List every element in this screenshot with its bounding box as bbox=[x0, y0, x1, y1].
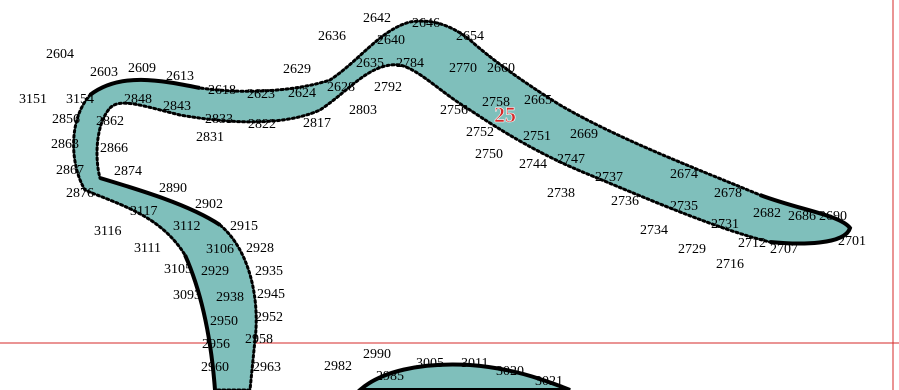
point-label: 2686 bbox=[788, 209, 816, 224]
point-label: 2690 bbox=[819, 209, 847, 224]
point-label: 3111 bbox=[134, 241, 161, 256]
point-label: 2950 bbox=[210, 314, 238, 329]
region-number-label: 25 bbox=[494, 102, 516, 127]
point-label: 2890 bbox=[159, 181, 187, 196]
point-label: 2737 bbox=[595, 170, 623, 185]
point-label: 2902 bbox=[195, 197, 223, 212]
point-label-group: 2604 2603 2609 2613 2618 2623 2624 2628 2629 2635… bbox=[19, 11, 866, 389]
point-label: 3105 bbox=[164, 262, 192, 277]
point-label: 2915 bbox=[230, 219, 258, 234]
point-label: 3020 bbox=[496, 364, 524, 379]
point-label: 2958 bbox=[245, 332, 273, 347]
outline-segment-right bbox=[759, 193, 853, 246]
point-label: 2792 bbox=[374, 80, 402, 95]
point-label: 2751 bbox=[523, 129, 551, 144]
point-label: 2609 bbox=[128, 61, 156, 76]
point-label: 2669 bbox=[570, 127, 598, 142]
point-label: 2628 bbox=[327, 80, 355, 95]
point-label: 3154 bbox=[66, 92, 94, 107]
point-label: 2734 bbox=[640, 223, 668, 238]
point-label: 2604 bbox=[46, 47, 74, 62]
point-label: 2874 bbox=[114, 164, 142, 179]
point-label: 2833 bbox=[205, 112, 233, 127]
point-label: 2731 bbox=[711, 217, 739, 232]
point-label: 2945 bbox=[257, 287, 285, 302]
point-label: 3093 bbox=[173, 288, 201, 303]
point-label: 2990 bbox=[363, 347, 391, 362]
point-label: 2712 bbox=[738, 236, 766, 251]
point-label: 2952 bbox=[255, 310, 283, 325]
point-label: 2758 bbox=[482, 95, 510, 110]
point-label: 2784 bbox=[396, 56, 424, 71]
outline-segment-left bbox=[99, 176, 222, 227]
point-label: 2624 bbox=[288, 86, 316, 101]
point-label: 3116 bbox=[94, 224, 121, 239]
point-label: 2678 bbox=[714, 186, 742, 201]
point-label: 2629 bbox=[283, 62, 311, 77]
point-label: 3117 bbox=[130, 204, 157, 219]
point-label: 2654 bbox=[456, 29, 484, 44]
outline-segment-lower bbox=[183, 254, 217, 390]
point-label: 2956 bbox=[202, 337, 230, 352]
point-label: 3021 bbox=[535, 374, 563, 389]
point-label: 2935 bbox=[255, 264, 283, 279]
point-label: 2735 bbox=[670, 199, 698, 214]
point-label: 3112 bbox=[173, 219, 200, 234]
point-label: 2985 bbox=[376, 369, 404, 384]
point-label: 2640 bbox=[377, 33, 405, 48]
point-label: 2660 bbox=[487, 61, 515, 76]
point-label: 2848 bbox=[124, 92, 152, 107]
point-label: 2938 bbox=[216, 290, 244, 305]
point-label: 2613 bbox=[166, 69, 194, 84]
point-label: 2863 bbox=[51, 137, 79, 152]
point-label: 2716 bbox=[716, 257, 744, 272]
point-label: 2646 bbox=[412, 16, 440, 31]
point-label: 2770 bbox=[449, 61, 477, 76]
point-label: 2928 bbox=[246, 241, 274, 256]
point-label: 2674 bbox=[670, 167, 698, 182]
point-label: 3005 bbox=[416, 356, 444, 371]
point-label: 2963 bbox=[253, 360, 281, 375]
point-label: 2642 bbox=[363, 11, 391, 26]
point-label: 2636 bbox=[318, 29, 346, 44]
outline-segment-upper bbox=[88, 77, 201, 97]
point-label: 2843 bbox=[163, 99, 191, 114]
point-label: 2929 bbox=[201, 264, 229, 279]
point-label: 2831 bbox=[196, 130, 224, 145]
point-label: 2752 bbox=[466, 125, 494, 140]
point-label: 2682 bbox=[753, 206, 781, 221]
point-label: 2665 bbox=[524, 93, 552, 108]
point-label: 2982 bbox=[324, 359, 352, 374]
point-label: 2750 bbox=[475, 147, 503, 162]
point-label: 2729 bbox=[678, 242, 706, 257]
point-label: 2738 bbox=[547, 186, 575, 201]
point-label: 2862 bbox=[96, 114, 124, 129]
point-label: 2701 bbox=[838, 234, 866, 249]
point-label: 2867 bbox=[56, 163, 84, 178]
point-label: 2756 bbox=[440, 103, 468, 118]
point-label: 2618 bbox=[208, 83, 236, 98]
point-label: 3011 bbox=[461, 356, 488, 371]
point-label: 2707 bbox=[770, 242, 798, 257]
point-label: 2747 bbox=[557, 152, 585, 167]
point-label: 3106 bbox=[206, 242, 234, 257]
point-label: 2817 bbox=[303, 116, 331, 131]
lower-band-fill bbox=[357, 362, 571, 390]
point-label: 2856 bbox=[52, 112, 80, 127]
point-label: 2803 bbox=[349, 103, 377, 118]
point-label: 2960 bbox=[201, 360, 229, 375]
point-label: 2635 bbox=[356, 56, 384, 71]
region-band-fill bbox=[72, 19, 852, 390]
point-label: 2603 bbox=[90, 65, 118, 80]
point-label: 2822 bbox=[248, 117, 276, 132]
point-label: 2623 bbox=[247, 87, 275, 102]
point-label: 2744 bbox=[519, 157, 547, 172]
point-label: 2736 bbox=[611, 194, 639, 209]
point-label: 2876 bbox=[66, 186, 94, 201]
point-label: 2866 bbox=[100, 141, 128, 156]
point-label: 3151 bbox=[19, 92, 47, 107]
